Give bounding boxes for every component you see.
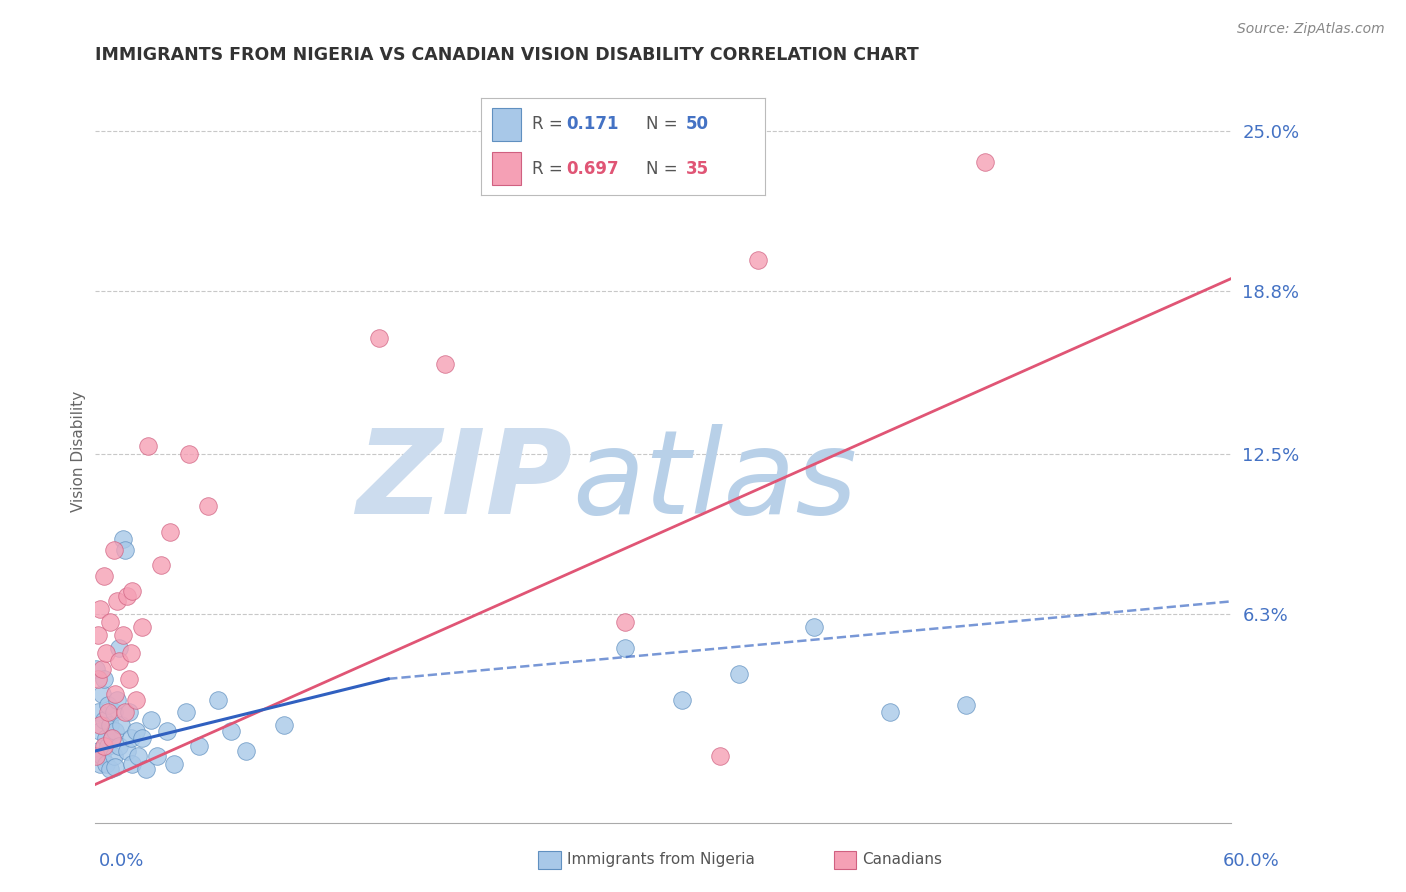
Point	[120, 646, 142, 660]
Point	[105, 594, 128, 608]
Point	[98, 718, 121, 732]
Point	[614, 640, 637, 655]
Point	[727, 666, 749, 681]
Point	[118, 672, 141, 686]
Point	[115, 589, 138, 603]
Point	[94, 646, 117, 660]
Point	[146, 749, 169, 764]
Point	[97, 739, 120, 753]
Point	[93, 672, 115, 686]
Point	[141, 713, 163, 727]
Point	[125, 723, 148, 738]
Point	[118, 706, 141, 720]
Point	[163, 757, 186, 772]
Point	[87, 628, 110, 642]
Point	[219, 723, 242, 738]
Point	[91, 661, 114, 675]
Text: Immigrants from Nigeria: Immigrants from Nigeria	[567, 853, 755, 867]
Point	[131, 620, 153, 634]
Point	[93, 568, 115, 582]
Point	[136, 439, 159, 453]
Text: 0.0%: 0.0%	[98, 852, 143, 870]
Point	[367, 331, 389, 345]
Point	[614, 615, 637, 629]
Point	[115, 744, 138, 758]
Point	[98, 762, 121, 776]
Point	[89, 757, 111, 772]
Point	[108, 654, 131, 668]
Point	[87, 672, 110, 686]
Point	[105, 692, 128, 706]
Point	[86, 661, 108, 675]
Point	[179, 447, 201, 461]
Point	[103, 542, 125, 557]
Point	[747, 253, 769, 268]
Point	[104, 687, 127, 701]
Point	[108, 739, 131, 753]
Point	[93, 713, 115, 727]
Point	[87, 744, 110, 758]
Point	[108, 640, 131, 655]
Point	[434, 357, 457, 371]
Point	[97, 698, 120, 712]
Point	[111, 628, 134, 642]
Point	[879, 706, 901, 720]
Point	[187, 739, 209, 753]
Point	[103, 749, 125, 764]
Text: Source: ZipAtlas.com: Source: ZipAtlas.com	[1237, 22, 1385, 37]
Text: IMMIGRANTS FROM NIGERIA VS CANADIAN VISION DISABILITY CORRELATION CHART: IMMIGRANTS FROM NIGERIA VS CANADIAN VISI…	[94, 46, 918, 64]
Point	[131, 731, 153, 746]
Point	[110, 718, 132, 732]
Point	[197, 499, 219, 513]
Point	[235, 744, 257, 758]
Point	[103, 706, 125, 720]
Point	[94, 731, 117, 746]
Point	[159, 524, 181, 539]
Point	[91, 749, 114, 764]
Point	[155, 723, 177, 738]
Point	[93, 739, 115, 753]
Point	[120, 731, 142, 746]
Point	[803, 620, 825, 634]
Point	[114, 706, 136, 720]
Text: Canadians: Canadians	[862, 853, 942, 867]
Point	[273, 718, 295, 732]
Text: ZIP: ZIP	[356, 424, 572, 539]
Point	[121, 584, 143, 599]
Point	[98, 615, 121, 629]
Point	[89, 718, 111, 732]
Point	[149, 558, 172, 573]
Point	[955, 698, 977, 712]
Point	[89, 602, 111, 616]
Point	[87, 706, 110, 720]
Point	[127, 749, 149, 764]
Text: 60.0%: 60.0%	[1223, 852, 1279, 870]
Point	[125, 692, 148, 706]
Point	[104, 759, 127, 773]
Point	[709, 749, 731, 764]
Text: atlas: atlas	[572, 425, 858, 539]
Point	[89, 723, 111, 738]
Point	[671, 692, 693, 706]
Point	[100, 731, 122, 746]
Point	[174, 706, 197, 720]
Point	[974, 155, 997, 169]
Point	[100, 731, 122, 746]
Point	[104, 723, 127, 738]
Point	[97, 706, 120, 720]
Point	[86, 749, 108, 764]
Point	[91, 687, 114, 701]
Y-axis label: Vision Disability: Vision Disability	[72, 391, 86, 512]
Point	[135, 762, 157, 776]
Point	[121, 757, 143, 772]
Point	[114, 542, 136, 557]
Point	[94, 757, 117, 772]
Point	[207, 692, 229, 706]
Point	[111, 533, 134, 547]
